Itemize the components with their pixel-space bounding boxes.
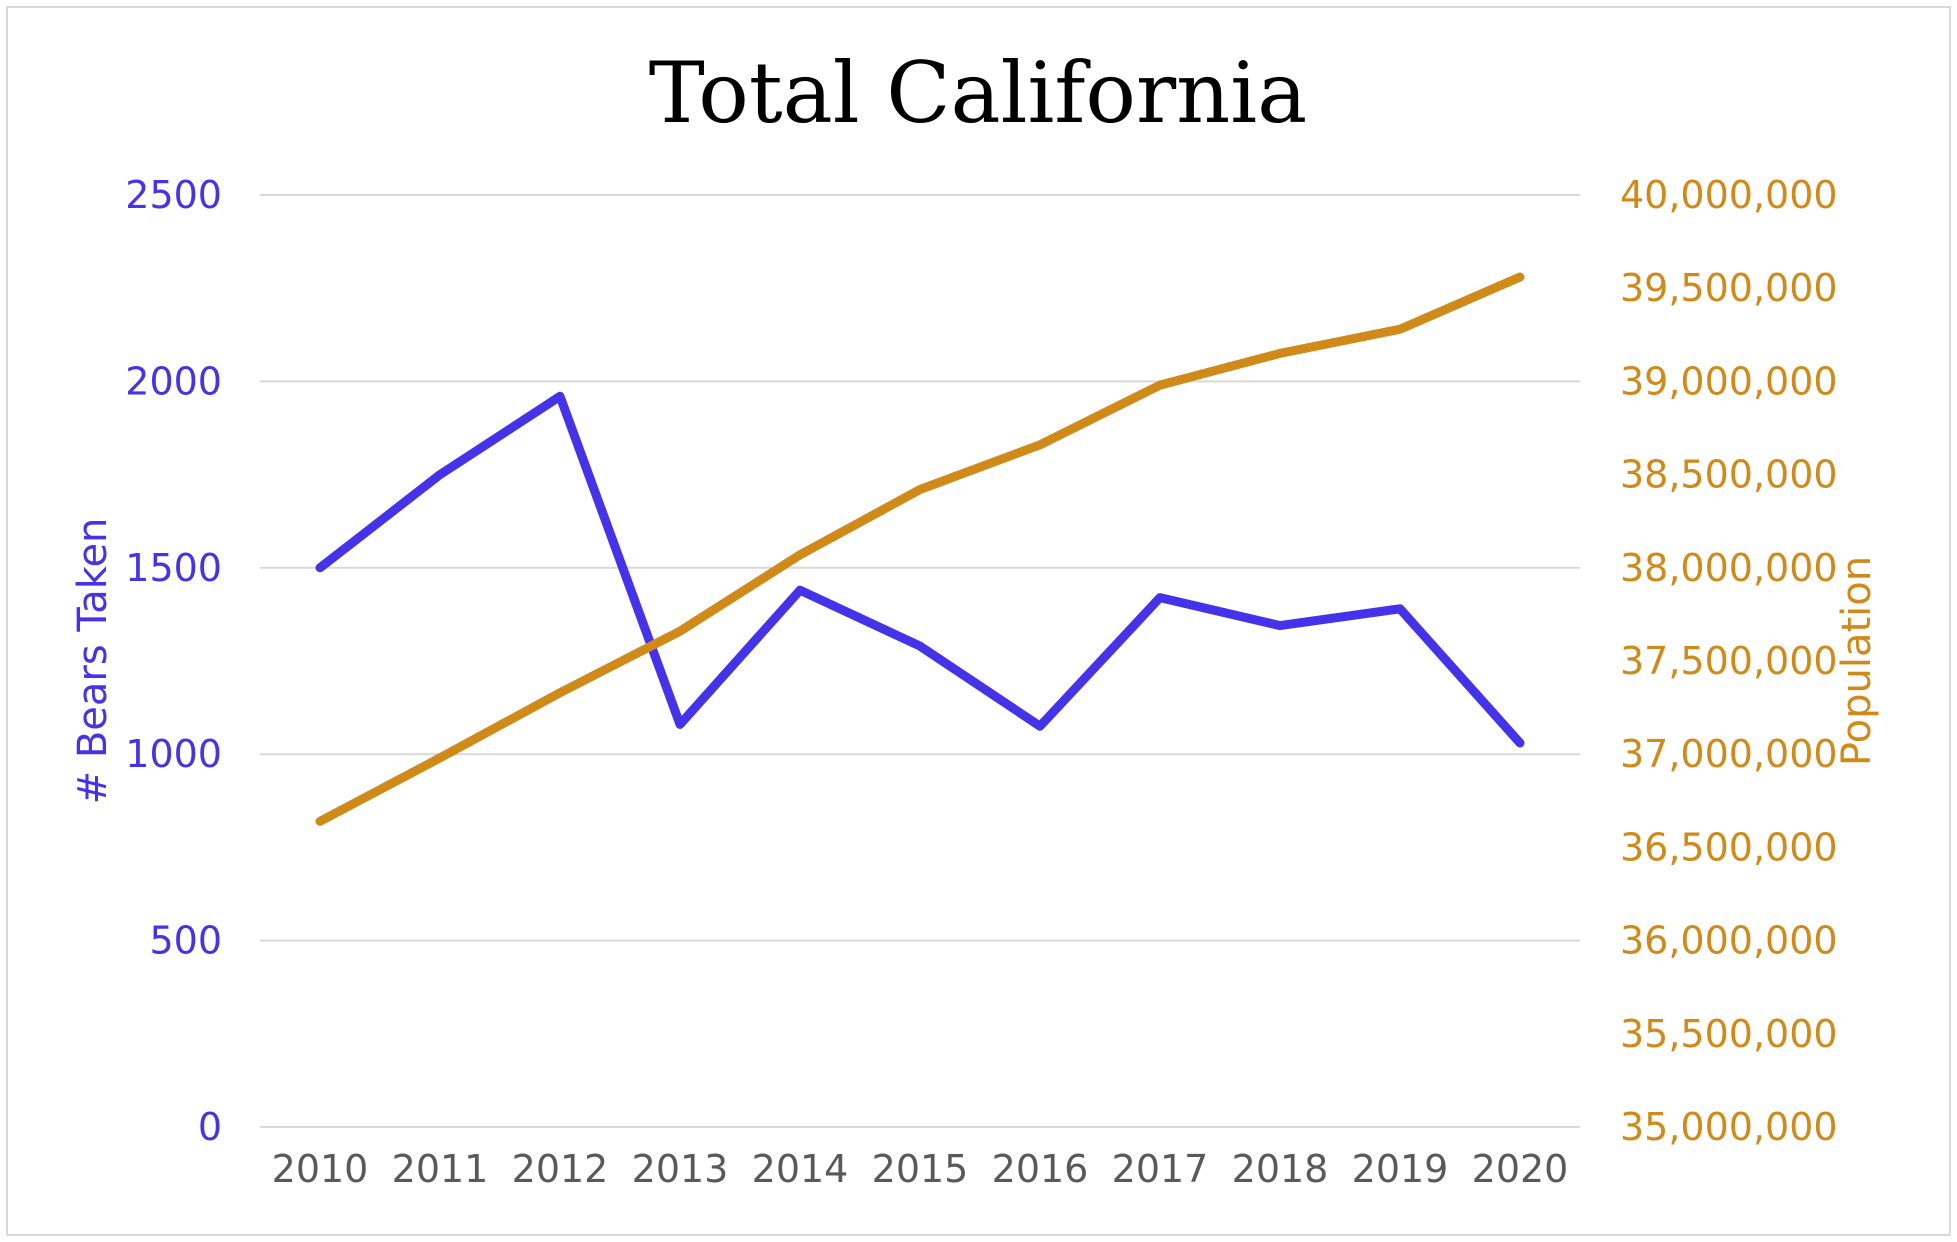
- right-axis-ticks: 35,000,000 35,500,000 36,000,000 36,500,000…: [1620, 173, 1838, 1149]
- y2-tick-label: 38,500,000: [1620, 453, 1838, 497]
- population-series-line: [315, 272, 1525, 826]
- y2-axis-title: Population: [1834, 556, 1880, 766]
- y2-tick-label: 37,500,000: [1620, 639, 1838, 683]
- series-lines: [315, 272, 1525, 826]
- y2-tick-label: 36,500,000: [1620, 825, 1838, 869]
- x-tick-label: 2020: [1472, 1147, 1569, 1191]
- population-point: [319, 820, 321, 822]
- x-tick-label: 2015: [872, 1147, 969, 1191]
- x-tick-label: 2018: [1232, 1147, 1329, 1191]
- grid-lines: [260, 194, 1580, 1128]
- population-point: [679, 630, 681, 632]
- y2-tick-label: 37,000,000: [1620, 732, 1838, 776]
- bears-point: [559, 395, 561, 397]
- y-axis-title: # Bears Taken: [70, 518, 116, 805]
- x-tick-label: 2013: [632, 1147, 729, 1191]
- bears-point: [1399, 608, 1401, 610]
- bears-point: [919, 645, 921, 647]
- y2-tick-label: 39,500,000: [1620, 266, 1838, 310]
- bears-point: [799, 589, 801, 591]
- line-chart: Total California 0 500 1000 1500 2000 2500 35…: [70, 44, 1880, 1191]
- y-tick-label: 1500: [125, 546, 222, 590]
- bears-series-line: [315, 391, 1525, 748]
- y2-tick-label: 40,000,000: [1620, 173, 1838, 217]
- bears-point: [1519, 742, 1521, 744]
- population-point: [439, 757, 441, 759]
- population-point: [799, 554, 801, 556]
- y-tick-label: 2500: [125, 173, 222, 217]
- population-point: [919, 489, 921, 491]
- x-tick-label: 2010: [272, 1147, 369, 1191]
- bears-point: [1159, 597, 1161, 599]
- bears-point: [1279, 625, 1281, 627]
- x-tick-label: 2012: [512, 1147, 609, 1191]
- y2-tick-label: 35,500,000: [1620, 1012, 1838, 1056]
- x-axis-ticks: 2010 2011 2012 2013 2014 2015 2016 2017 2018 2019…: [272, 1147, 1569, 1191]
- bears-point: [439, 474, 441, 476]
- x-tick-label: 2017: [1112, 1147, 1209, 1191]
- chart-frame: Total California 0 500 1000 1500 2000 2500 35…: [6, 6, 1951, 1236]
- y-tick-label: 2000: [125, 359, 222, 403]
- bears-point: [679, 723, 681, 725]
- population-point: [1159, 384, 1161, 386]
- y2-tick-label: 38,000,000: [1620, 546, 1838, 590]
- population-point: [1399, 328, 1401, 330]
- bears-point: [1039, 725, 1041, 727]
- population-point: [559, 692, 561, 694]
- y-tick-label: 1000: [125, 732, 222, 776]
- population-point: [1039, 444, 1041, 446]
- x-tick-label: 2016: [992, 1147, 1089, 1191]
- x-tick-label: 2014: [752, 1147, 849, 1191]
- x-tick-label: 2019: [1352, 1147, 1449, 1191]
- bears-point: [319, 567, 321, 569]
- chart-title: Total California: [649, 44, 1307, 142]
- y-tick-label: 500: [149, 919, 222, 963]
- y-tick-label: 0: [198, 1105, 222, 1149]
- population-point: [1279, 352, 1281, 354]
- left-axis-ticks: 0 500 1000 1500 2000 2500: [125, 173, 222, 1149]
- y2-tick-label: 35,000,000: [1620, 1105, 1838, 1149]
- x-tick-label: 2011: [392, 1147, 489, 1191]
- population-point: [1519, 276, 1521, 278]
- y2-tick-label: 39,000,000: [1620, 359, 1838, 403]
- y2-tick-label: 36,000,000: [1620, 919, 1838, 963]
